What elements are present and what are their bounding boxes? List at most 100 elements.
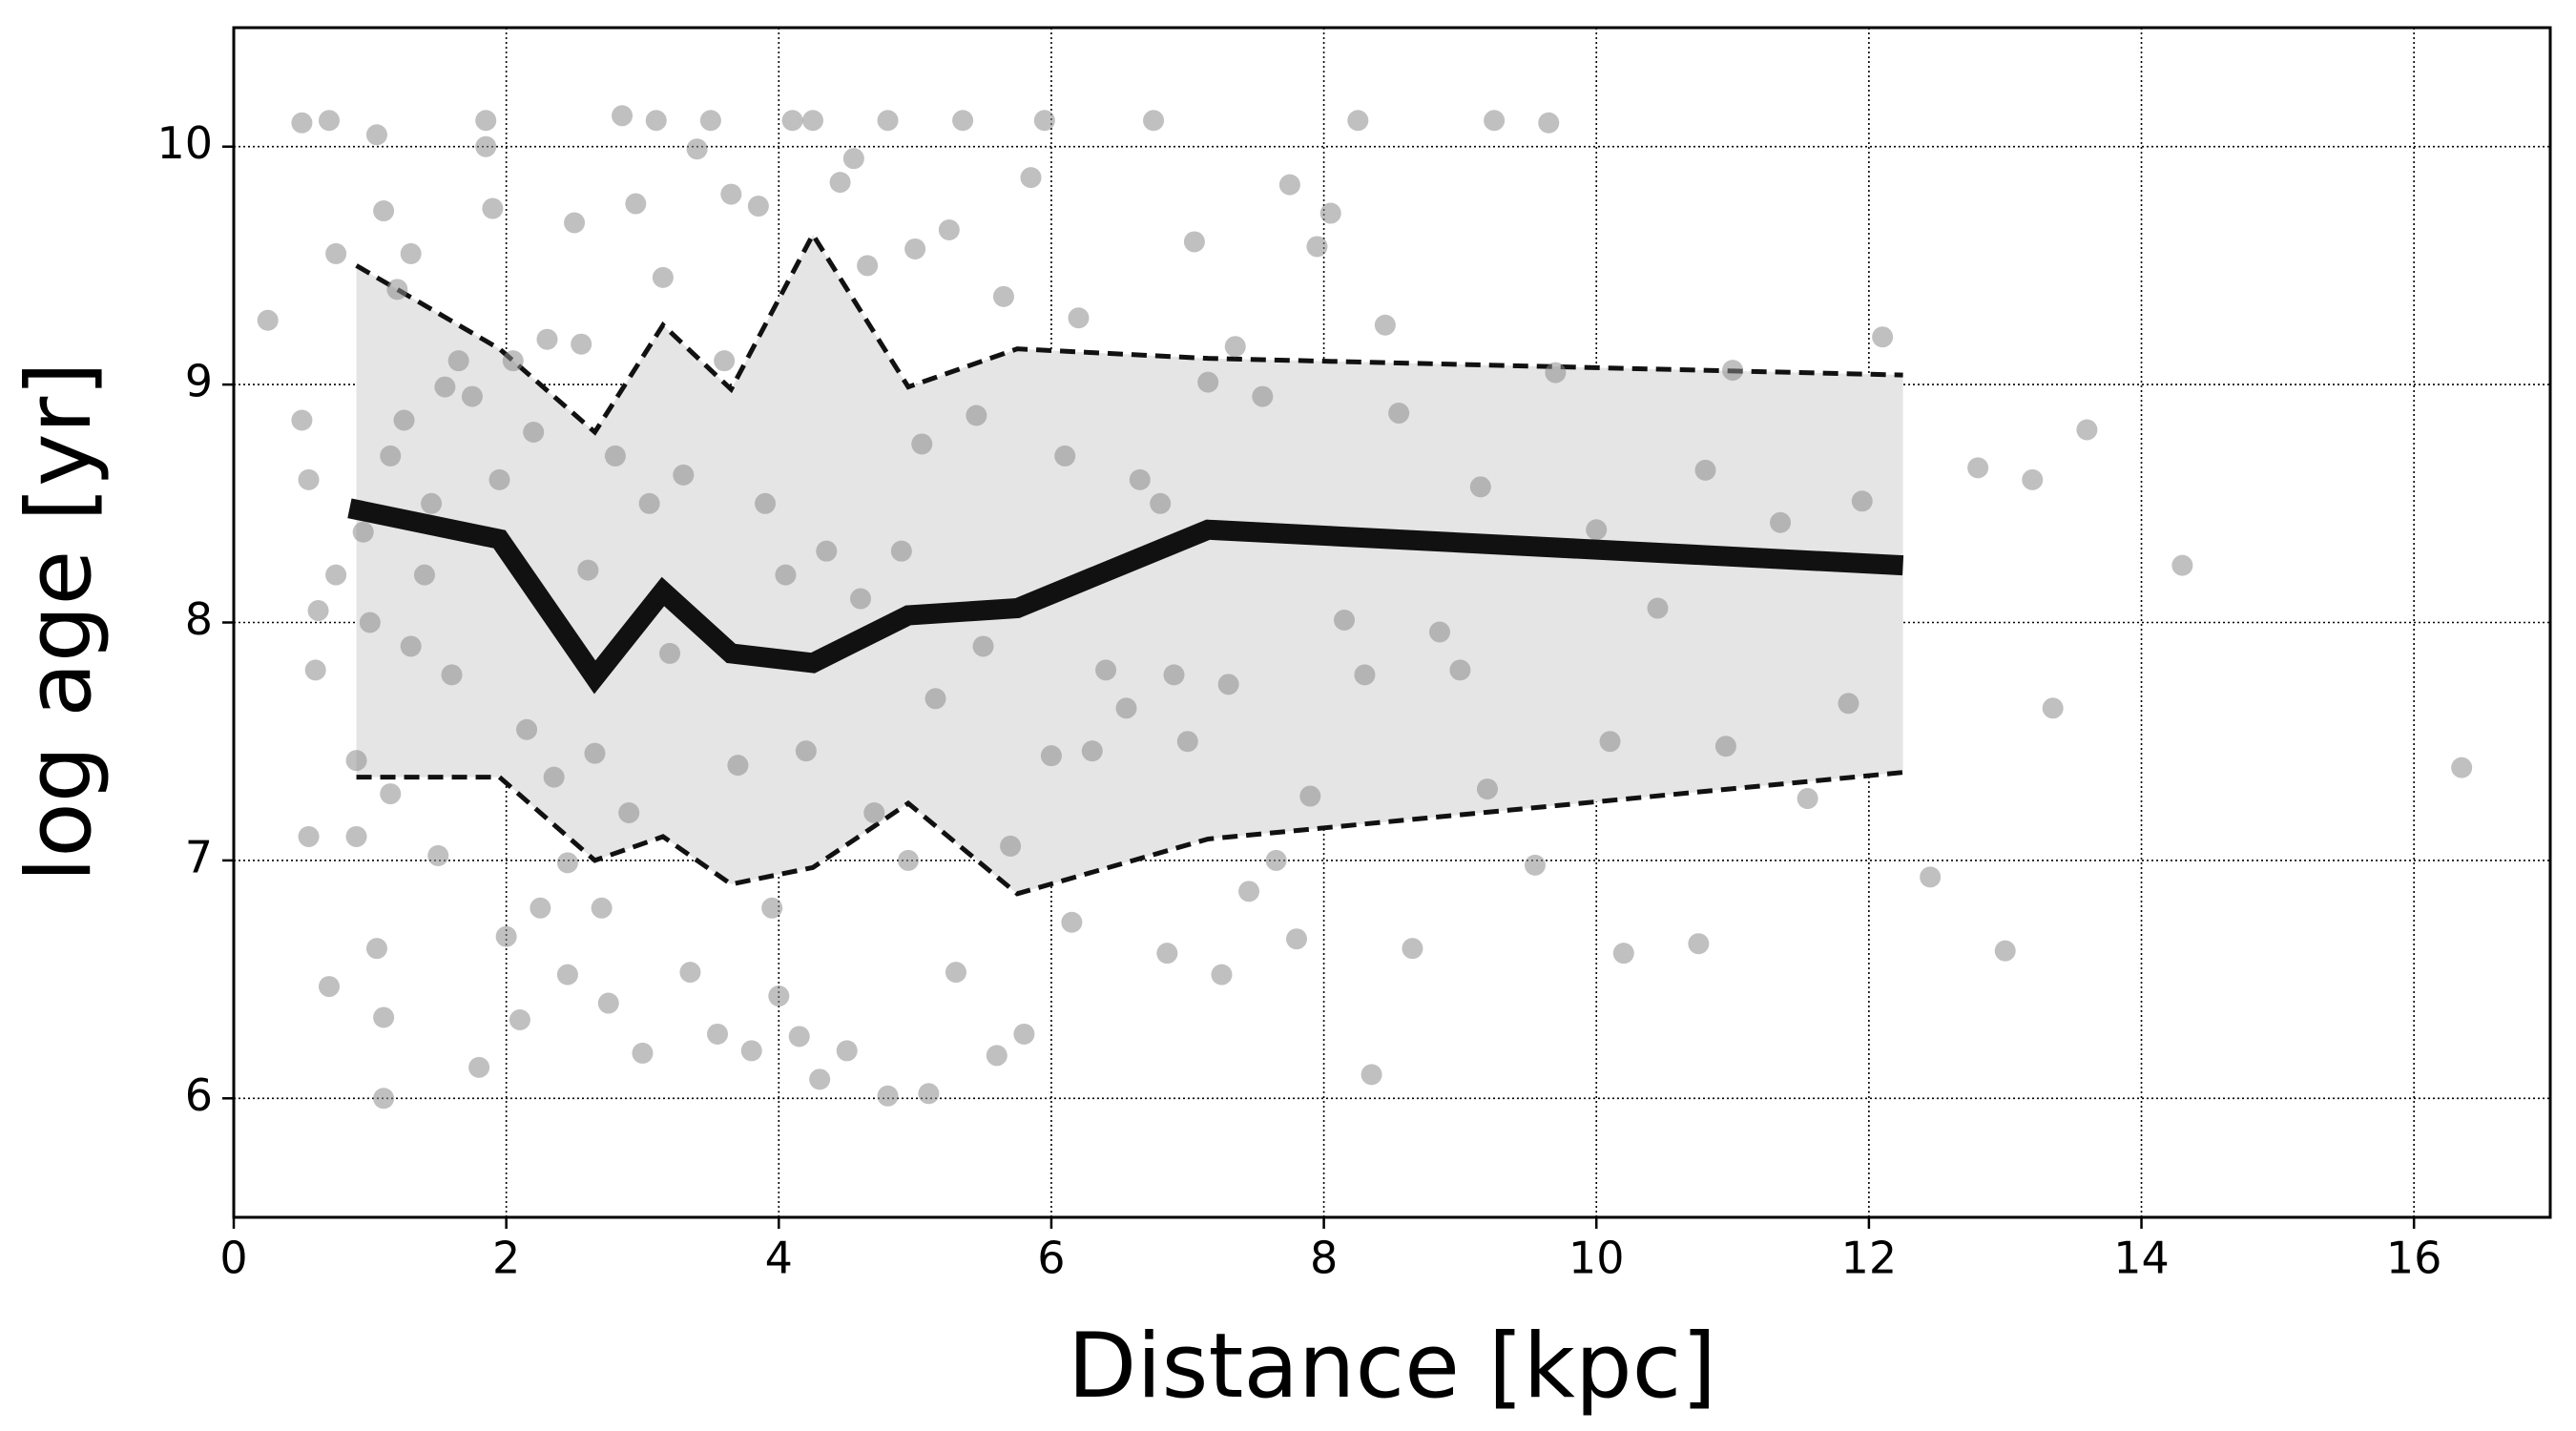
data-point	[421, 492, 443, 514]
data-point	[1176, 731, 1198, 753]
data-point	[345, 750, 367, 772]
data-point	[1354, 664, 1376, 686]
data-point	[1061, 911, 1083, 933]
data-point	[1265, 849, 1287, 871]
data-point	[257, 309, 279, 331]
x-axis-label: Distance [kpc]	[1068, 1315, 1716, 1419]
data-point	[516, 718, 538, 740]
data-point	[1252, 385, 1274, 407]
data-point	[298, 825, 320, 847]
data-point	[434, 376, 456, 398]
data-point	[1797, 788, 1818, 810]
data-point	[1211, 964, 1233, 985]
data-point	[720, 183, 742, 205]
data-point	[1068, 307, 1090, 329]
data-point	[475, 110, 497, 132]
data-point	[612, 105, 634, 127]
data-point	[380, 445, 402, 467]
y-tick-label: 9	[185, 356, 213, 407]
data-point	[530, 897, 551, 919]
data-point	[1334, 610, 1356, 632]
data-point	[447, 350, 469, 372]
data-point	[775, 564, 797, 586]
data-point	[755, 492, 777, 514]
data-point	[556, 964, 578, 985]
data-point	[571, 333, 592, 355]
data-point	[707, 1023, 729, 1045]
data-point	[714, 350, 736, 372]
data-point	[359, 612, 381, 633]
data-point	[740, 1040, 762, 1062]
data-point	[502, 350, 524, 372]
data-point	[1920, 866, 1942, 888]
data-point	[972, 635, 994, 657]
data-point	[1000, 835, 1022, 857]
data-point	[966, 404, 987, 426]
data-point	[400, 635, 422, 657]
x-tick-label: 6	[1037, 1233, 1065, 1284]
data-point	[877, 1085, 899, 1107]
data-point	[1476, 778, 1498, 800]
data-point	[1129, 468, 1151, 490]
data-point	[1033, 110, 1055, 132]
data-point	[809, 1068, 831, 1090]
data-point	[924, 688, 946, 710]
data-point	[325, 564, 347, 586]
data-point	[938, 218, 960, 240]
data-point	[1449, 659, 1471, 681]
data-point	[352, 521, 374, 543]
data-point	[1095, 659, 1117, 681]
data-point	[788, 1026, 810, 1047]
data-point	[1150, 492, 1172, 514]
data-point	[761, 897, 783, 919]
data-point	[652, 266, 674, 288]
median-line	[347, 498, 1904, 695]
data-point	[1163, 664, 1185, 686]
plot-area	[257, 105, 2473, 1110]
data-point	[1319, 202, 1341, 224]
data-point	[468, 1056, 490, 1078]
data-point	[304, 659, 326, 681]
data-point	[1714, 736, 1736, 757]
data-point	[1770, 511, 1792, 533]
data-point	[461, 385, 483, 407]
y-tick-label: 6	[185, 1069, 213, 1121]
data-point	[638, 492, 660, 514]
data-point	[857, 255, 879, 277]
data-point	[1469, 476, 1491, 498]
data-point	[1586, 519, 1608, 541]
data-point	[536, 328, 558, 350]
data-point	[1054, 445, 1076, 467]
data-point	[475, 135, 497, 157]
data-point	[1286, 928, 1308, 950]
data-point	[2451, 757, 2473, 778]
data-point	[1647, 597, 1669, 619]
data-point	[523, 421, 545, 443]
x-tick-label: 8	[1310, 1233, 1338, 1284]
y-tick-label: 10	[156, 117, 213, 169]
data-point	[291, 112, 313, 134]
data-point	[673, 464, 695, 486]
x-tick-label: 10	[1568, 1233, 1625, 1284]
upper-percentile	[355, 229, 1903, 436]
data-point	[1994, 940, 2016, 962]
x-tick-label: 4	[765, 1233, 793, 1284]
data-point	[2042, 697, 2064, 719]
data-point	[365, 124, 387, 146]
data-point	[318, 110, 340, 132]
data-point	[1688, 933, 1710, 955]
data-point	[1402, 938, 1423, 960]
data-point	[816, 540, 838, 562]
data-point	[1299, 785, 1321, 807]
data-point	[679, 962, 701, 984]
data-point	[2022, 468, 2044, 490]
data-point	[1388, 403, 1410, 425]
x-tick-label: 12	[1841, 1233, 1898, 1284]
data-point	[380, 783, 402, 805]
data-point	[1599, 731, 1621, 753]
data-point	[1238, 881, 1260, 902]
data-point	[427, 844, 449, 866]
data-point	[1838, 693, 1859, 715]
data-point	[1224, 336, 1246, 358]
data-point	[393, 409, 415, 431]
